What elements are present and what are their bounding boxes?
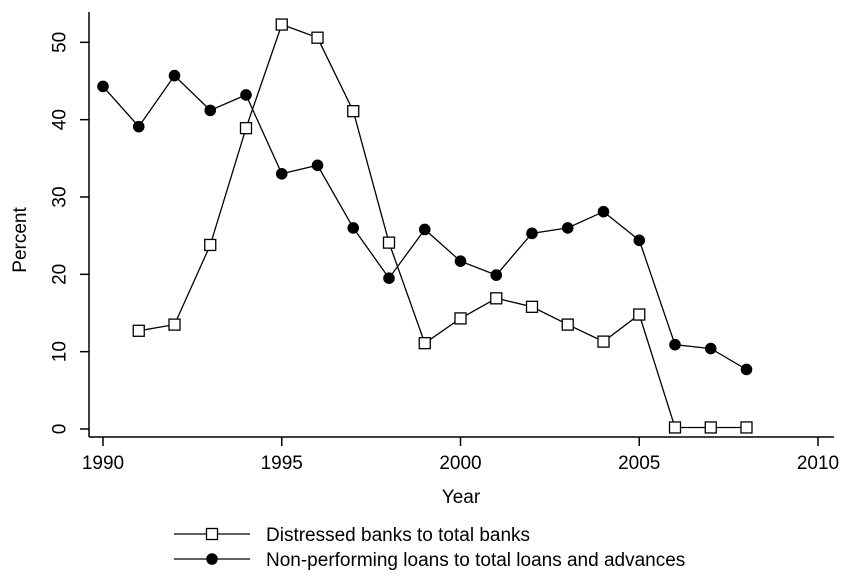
data-point — [347, 222, 360, 234]
y-axis-ticks: 0 10 20 30 40 50 — [50, 32, 89, 435]
legend-marker — [205, 527, 219, 541]
legend-label: Non-performing loans to total loans and … — [266, 550, 685, 571]
series-2 — [97, 69, 753, 376]
data-point — [239, 122, 253, 135]
y-tick-label: 30 — [50, 186, 71, 207]
legend-item: Non-performing loans to total loans and … — [174, 550, 685, 571]
data-point — [633, 234, 646, 247]
data-point — [525, 300, 539, 313]
data-point — [275, 168, 288, 180]
data-point — [597, 335, 610, 348]
x-axis-ticks: 1990 1995 2000 2005 2010 — [82, 437, 839, 474]
y-tick-label: 10 — [50, 341, 71, 362]
y-axis-title: Percent — [10, 207, 31, 273]
data-point — [418, 337, 431, 350]
data-point — [418, 223, 431, 236]
legend: Distressed banks to total banks Non-perfo… — [174, 525, 685, 571]
data-point — [132, 324, 145, 337]
data-point — [668, 421, 682, 434]
series-line — [138, 23, 747, 429]
data-point — [740, 363, 753, 376]
data-point — [704, 342, 717, 355]
x-axis-title: Year — [442, 487, 481, 508]
data-point — [633, 308, 646, 321]
y-tick-label: 50 — [50, 32, 71, 53]
y-tick-label: 20 — [50, 264, 71, 285]
x-tick-label: 2010 — [797, 453, 839, 474]
data-point — [311, 159, 324, 172]
data-point — [168, 69, 181, 82]
data-point — [669, 338, 681, 351]
x-tick-label: 1995 — [261, 453, 303, 474]
data-point — [561, 222, 574, 234]
x-tick-label: 2005 — [618, 453, 660, 474]
legend-marker — [206, 553, 218, 565]
data-point — [311, 31, 324, 44]
data-point — [240, 89, 252, 101]
data-point — [382, 236, 396, 249]
data-point — [168, 318, 181, 331]
legend-item: Distressed banks to total banks — [174, 525, 530, 546]
data-point — [704, 421, 717, 434]
data-point — [526, 227, 538, 240]
series-line — [102, 74, 747, 371]
data-point — [740, 421, 753, 434]
plot-area: 1990 1995 2000 2005 2010 0 10 20 30 40 50 — [50, 12, 839, 474]
data-point — [454, 255, 467, 267]
x-tick-label: 1990 — [82, 453, 124, 474]
data-point — [275, 18, 288, 31]
data-point — [490, 292, 503, 305]
series-layer — [97, 18, 753, 434]
x-tick-label: 2000 — [439, 453, 481, 474]
y-tick-label: 0 — [50, 424, 71, 435]
data-point — [132, 120, 145, 133]
legend-label: Distressed banks to total banks — [266, 525, 530, 546]
data-point — [561, 318, 574, 331]
data-point — [97, 80, 109, 93]
data-point — [597, 205, 610, 218]
data-point — [347, 105, 360, 118]
data-point — [204, 104, 217, 117]
data-point — [383, 272, 395, 285]
series-1 — [132, 18, 753, 434]
data-point — [454, 312, 467, 325]
data-point — [490, 269, 503, 281]
data-point — [204, 238, 217, 252]
y-tick-label: 40 — [50, 109, 71, 130]
